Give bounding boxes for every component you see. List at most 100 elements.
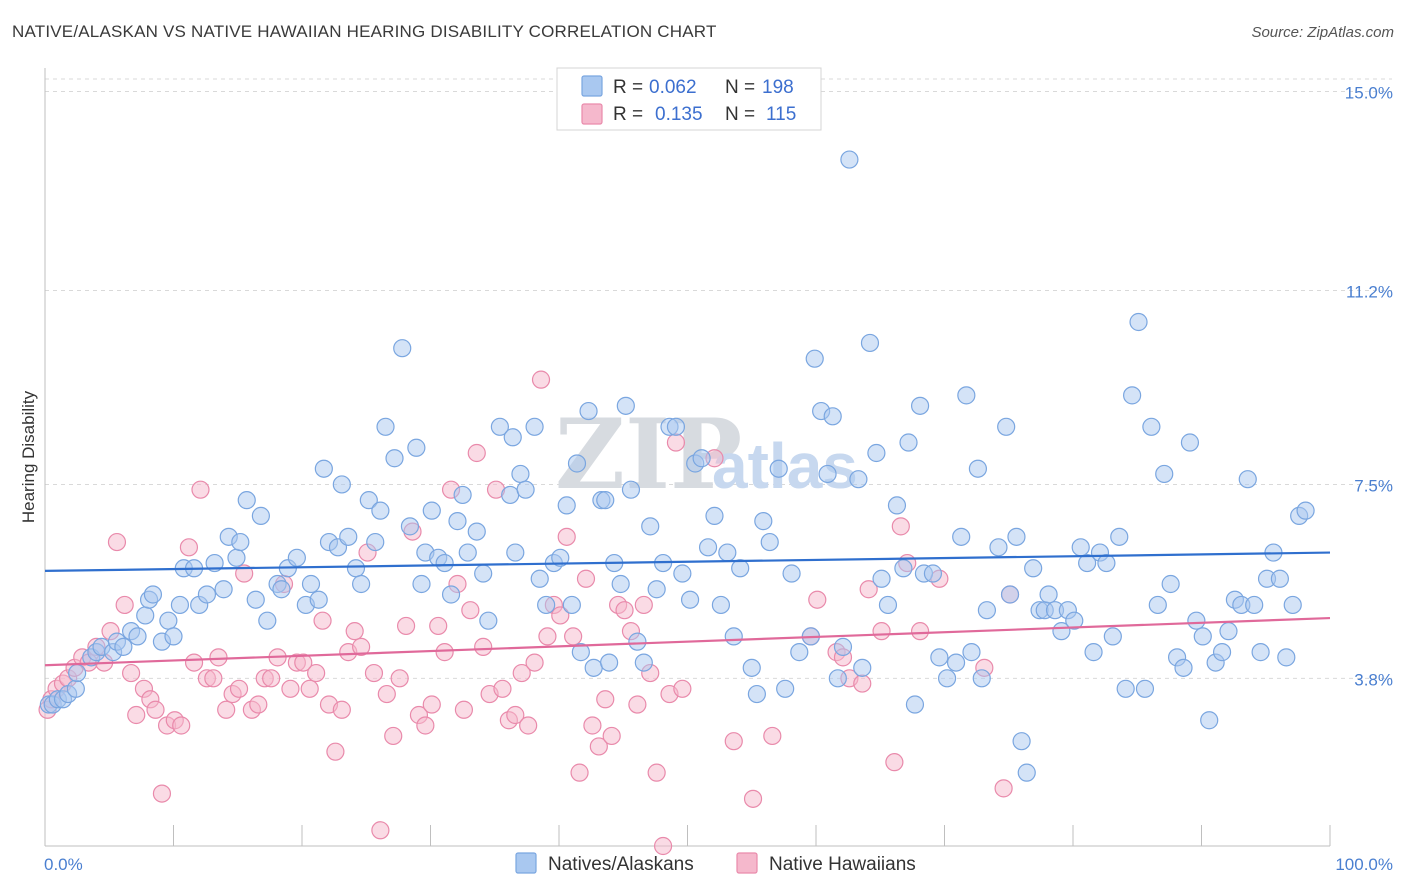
- natives-alaskans-point-142: [952, 527, 971, 546]
- natives-alaskans-point-5: [66, 679, 85, 698]
- natives-alaskans-point-34: [258, 611, 277, 630]
- x-tick-label-1: 100.0%: [1335, 855, 1393, 874]
- natives-alaskans-point-88: [600, 653, 619, 672]
- natives-alaskans-point-179: [1180, 433, 1200, 452]
- natives-alaskans-point-134: [899, 433, 918, 452]
- natives-alaskans-point-146: [972, 669, 991, 688]
- natives-alaskans-point-56: [407, 438, 426, 457]
- natives-alaskans-point-20: [164, 627, 183, 646]
- natives-alaskans-point-101: [680, 590, 700, 609]
- native-hawaiians-point-38: [281, 679, 300, 698]
- native-hawaiians-point-93: [634, 595, 653, 615]
- natives-alaskans-point-27: [214, 580, 233, 599]
- native-hawaiians-point-88: [602, 726, 621, 746]
- bottom-legend-label-hawaiians: Native Hawaiians: [769, 854, 916, 875]
- natives-alaskans-point-189: [1245, 595, 1264, 615]
- native-hawaiians-point-75: [519, 716, 538, 735]
- natives-alaskans-point-19: [159, 611, 178, 630]
- natives-alaskans-point-132: [887, 496, 907, 515]
- natives-alaskans-point-87: [596, 491, 615, 510]
- native-hawaiians-point-53: [377, 684, 396, 704]
- native-hawaiians-point-45: [326, 742, 345, 761]
- natives-alaskans-point-30: [231, 532, 250, 552]
- natives-alaskans-point-143: [957, 386, 976, 405]
- natives-alaskans-point-38: [287, 548, 306, 567]
- natives-alaskans-point-106: [711, 595, 731, 615]
- natives-alaskans-point-172: [1135, 679, 1155, 698]
- native-hawaiians-point-28: [217, 700, 236, 719]
- natives-alaskans-point-94: [634, 653, 653, 672]
- native-hawaiians-point-52: [371, 821, 390, 840]
- native-hawaiians-point-56: [396, 616, 416, 636]
- natives-alaskans-point-32: [246, 590, 265, 609]
- natives-alaskans-point-12: [114, 637, 133, 656]
- native-hawaiians-point-30: [229, 679, 249, 698]
- natives-alaskans-point-150: [1000, 585, 1020, 604]
- natives-alaskans-point-108: [724, 627, 743, 646]
- native-hawaiians-point-76: [525, 653, 544, 672]
- natives-alaskans-point-185: [1219, 622, 1238, 641]
- natives-alaskans-point-190: [1251, 643, 1270, 662]
- native-hawaiians-point-61: [429, 616, 448, 636]
- natives-alaskans-point-170: [1123, 386, 1142, 405]
- natives-alaskans-point-168: [1110, 527, 1129, 546]
- native-hawaiians-point-49: [352, 637, 371, 656]
- natives-alaskans-trend-line: [44, 551, 1331, 572]
- natives-alaskans-point-116: [782, 564, 801, 583]
- natives-alaskans-point-149: [997, 417, 1016, 436]
- native-hawaiians-point-59: [416, 716, 435, 735]
- natives-alaskans-point-61: [435, 553, 454, 573]
- x-tick-labels: 0.0% 100.0%: [44, 855, 1393, 874]
- natives-alaskans-point-95: [641, 517, 660, 536]
- natives-alaskans-point-133: [894, 559, 913, 578]
- natives-alaskans-point-54: [393, 339, 412, 358]
- native-hawaiians-point-71: [493, 679, 512, 698]
- natives-alaskans-point-131: [878, 595, 898, 615]
- natives-alaskans-point-50: [366, 532, 385, 552]
- bottom-legend-label-natives: Natives/Alaskans: [548, 854, 694, 875]
- natives-alaskans-point-65: [458, 543, 477, 562]
- natives-alaskans-point-84: [579, 401, 598, 421]
- natives-alaskans-point-42: [314, 459, 333, 478]
- native-hawaiians-point-118: [994, 779, 1013, 798]
- natives-alaskans-point-157: [1039, 585, 1058, 604]
- native-hawaiians-point-98: [666, 433, 686, 452]
- natives-alaskans-point-105: [705, 506, 724, 525]
- bottom-legend-swatch-blue: [515, 852, 537, 874]
- native-hawaiians-point-105: [808, 590, 827, 609]
- legend-n-value-1: 198: [762, 77, 794, 98]
- natives-alaskans-point-66: [467, 522, 486, 541]
- natives-alaskans-point-119: [805, 349, 824, 368]
- bottom-legend-swatch-pink: [736, 852, 758, 874]
- native-hawaiians-point-92: [628, 695, 647, 714]
- native-hawaiians-point-66: [461, 601, 480, 620]
- natives-alaskans-point-107: [718, 543, 737, 562]
- native-hawaiians-point-26: [204, 669, 223, 688]
- natives-alaskans-point-90: [611, 574, 630, 594]
- native-hawaiians-point-12: [115, 595, 134, 615]
- natives-alaskans-point-114: [769, 459, 788, 478]
- natives-alaskans-point-76: [530, 569, 549, 588]
- native-hawaiians-point-14: [127, 705, 146, 725]
- natives-alaskans-point-127: [853, 658, 872, 677]
- legend-r-value-2: 0.135: [655, 104, 703, 125]
- natives-alaskans-point-167: [1103, 627, 1122, 646]
- native-hawaiians-point-103: [763, 726, 782, 746]
- natives-alaskans-point-63: [448, 512, 467, 531]
- natives-alaskans-point-166: [1097, 553, 1116, 573]
- natives-alaskans-point-67: [474, 564, 493, 583]
- natives-alaskans-point-181: [1193, 627, 1212, 646]
- natives-alaskans-point-176: [1161, 574, 1180, 594]
- natives-alaskans-point-6: [68, 663, 87, 683]
- natives-alaskans-point-123: [828, 669, 847, 688]
- natives-alaskans-point-145: [968, 459, 988, 478]
- native-hawaiians-point-23: [184, 653, 204, 672]
- natives-alaskans-point-53: [385, 449, 404, 468]
- natives-alaskans-point-139: [930, 648, 949, 667]
- natives-alaskans-point-31: [237, 491, 256, 510]
- native-hawaiians-point-85: [583, 716, 602, 735]
- native-hawaiians-point-40: [294, 653, 313, 672]
- y-tick-label-0: 3.8%: [1354, 670, 1393, 689]
- natives-alaskans-point-21: [170, 595, 190, 615]
- natives-alaskans-point-175: [1155, 464, 1174, 484]
